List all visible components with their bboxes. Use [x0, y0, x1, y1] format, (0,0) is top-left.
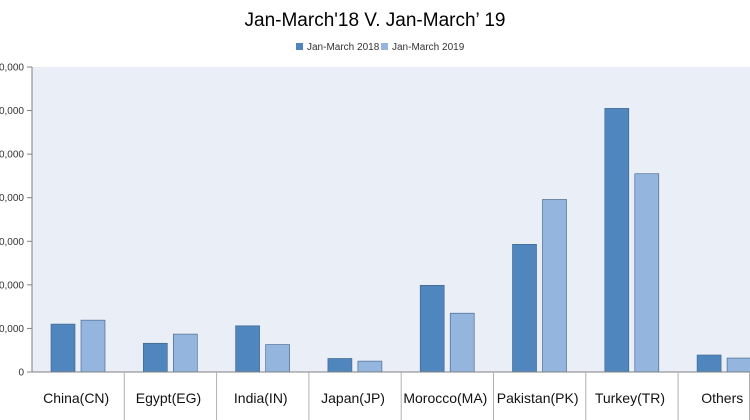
chart-title: Jan-March'18 V. Jan-March’ 19	[245, 10, 506, 31]
bar-2019	[634, 173, 660, 373]
x-category-label: Turkey(TR)	[595, 390, 665, 406]
x-category-label: Pakistan(PK)	[497, 390, 579, 406]
bars	[50, 108, 750, 373]
y-tick-label: 00,000	[0, 237, 24, 248]
y-tick-label: 00,000	[0, 324, 24, 335]
bar-2019	[357, 360, 383, 373]
bar-2018	[419, 284, 445, 373]
x-category-label: Japan(JP)	[321, 390, 385, 406]
legend-label-2019: Jan-March 2019	[392, 42, 465, 53]
bar-2019	[80, 319, 106, 373]
bar-2018	[327, 358, 353, 373]
bar-2019	[265, 344, 290, 373]
bar-2019	[173, 333, 198, 373]
bar-2019	[542, 199, 567, 373]
bar-2019	[449, 312, 475, 373]
x-category-label: Morocco(MA)	[403, 390, 487, 406]
x-axis: China(CN) Egypt(EG) India(IN) Japan(JP) Moro…	[32, 371, 750, 420]
legend-label-2018: Jan-March 2018	[307, 42, 380, 53]
bar-2018	[143, 342, 168, 373]
bar-2018	[512, 244, 537, 373]
legend-swatch-2018	[296, 43, 303, 50]
y-tick-label: 00,000	[0, 280, 24, 291]
y-tick-label: 00,000	[0, 193, 24, 204]
legend: Jan-March 2018 Jan-March 2019	[296, 42, 465, 53]
legend-swatch-2019	[381, 43, 388, 50]
x-category-label: China(CN)	[43, 390, 109, 406]
bar-2018	[50, 323, 76, 373]
x-category-label: Others	[701, 390, 743, 406]
bar-2018	[696, 354, 722, 373]
x-category-label: Egypt(EG)	[136, 390, 201, 406]
y-tick-label: 00,000	[0, 106, 24, 117]
bar-2018	[235, 325, 260, 373]
y-axis: 0 00,000 00,000 00,000 00,000 00,000 00,000 00,…	[0, 63, 33, 379]
x-category-label: India(IN)	[234, 390, 288, 406]
y-tick-label: 0	[18, 368, 24, 379]
plot-area	[32, 67, 750, 372]
bar-2018	[604, 108, 630, 373]
y-tick-label: 00,000	[0, 63, 24, 74]
y-tick-label: 00,000	[0, 150, 24, 161]
bar-2019	[726, 357, 750, 373]
